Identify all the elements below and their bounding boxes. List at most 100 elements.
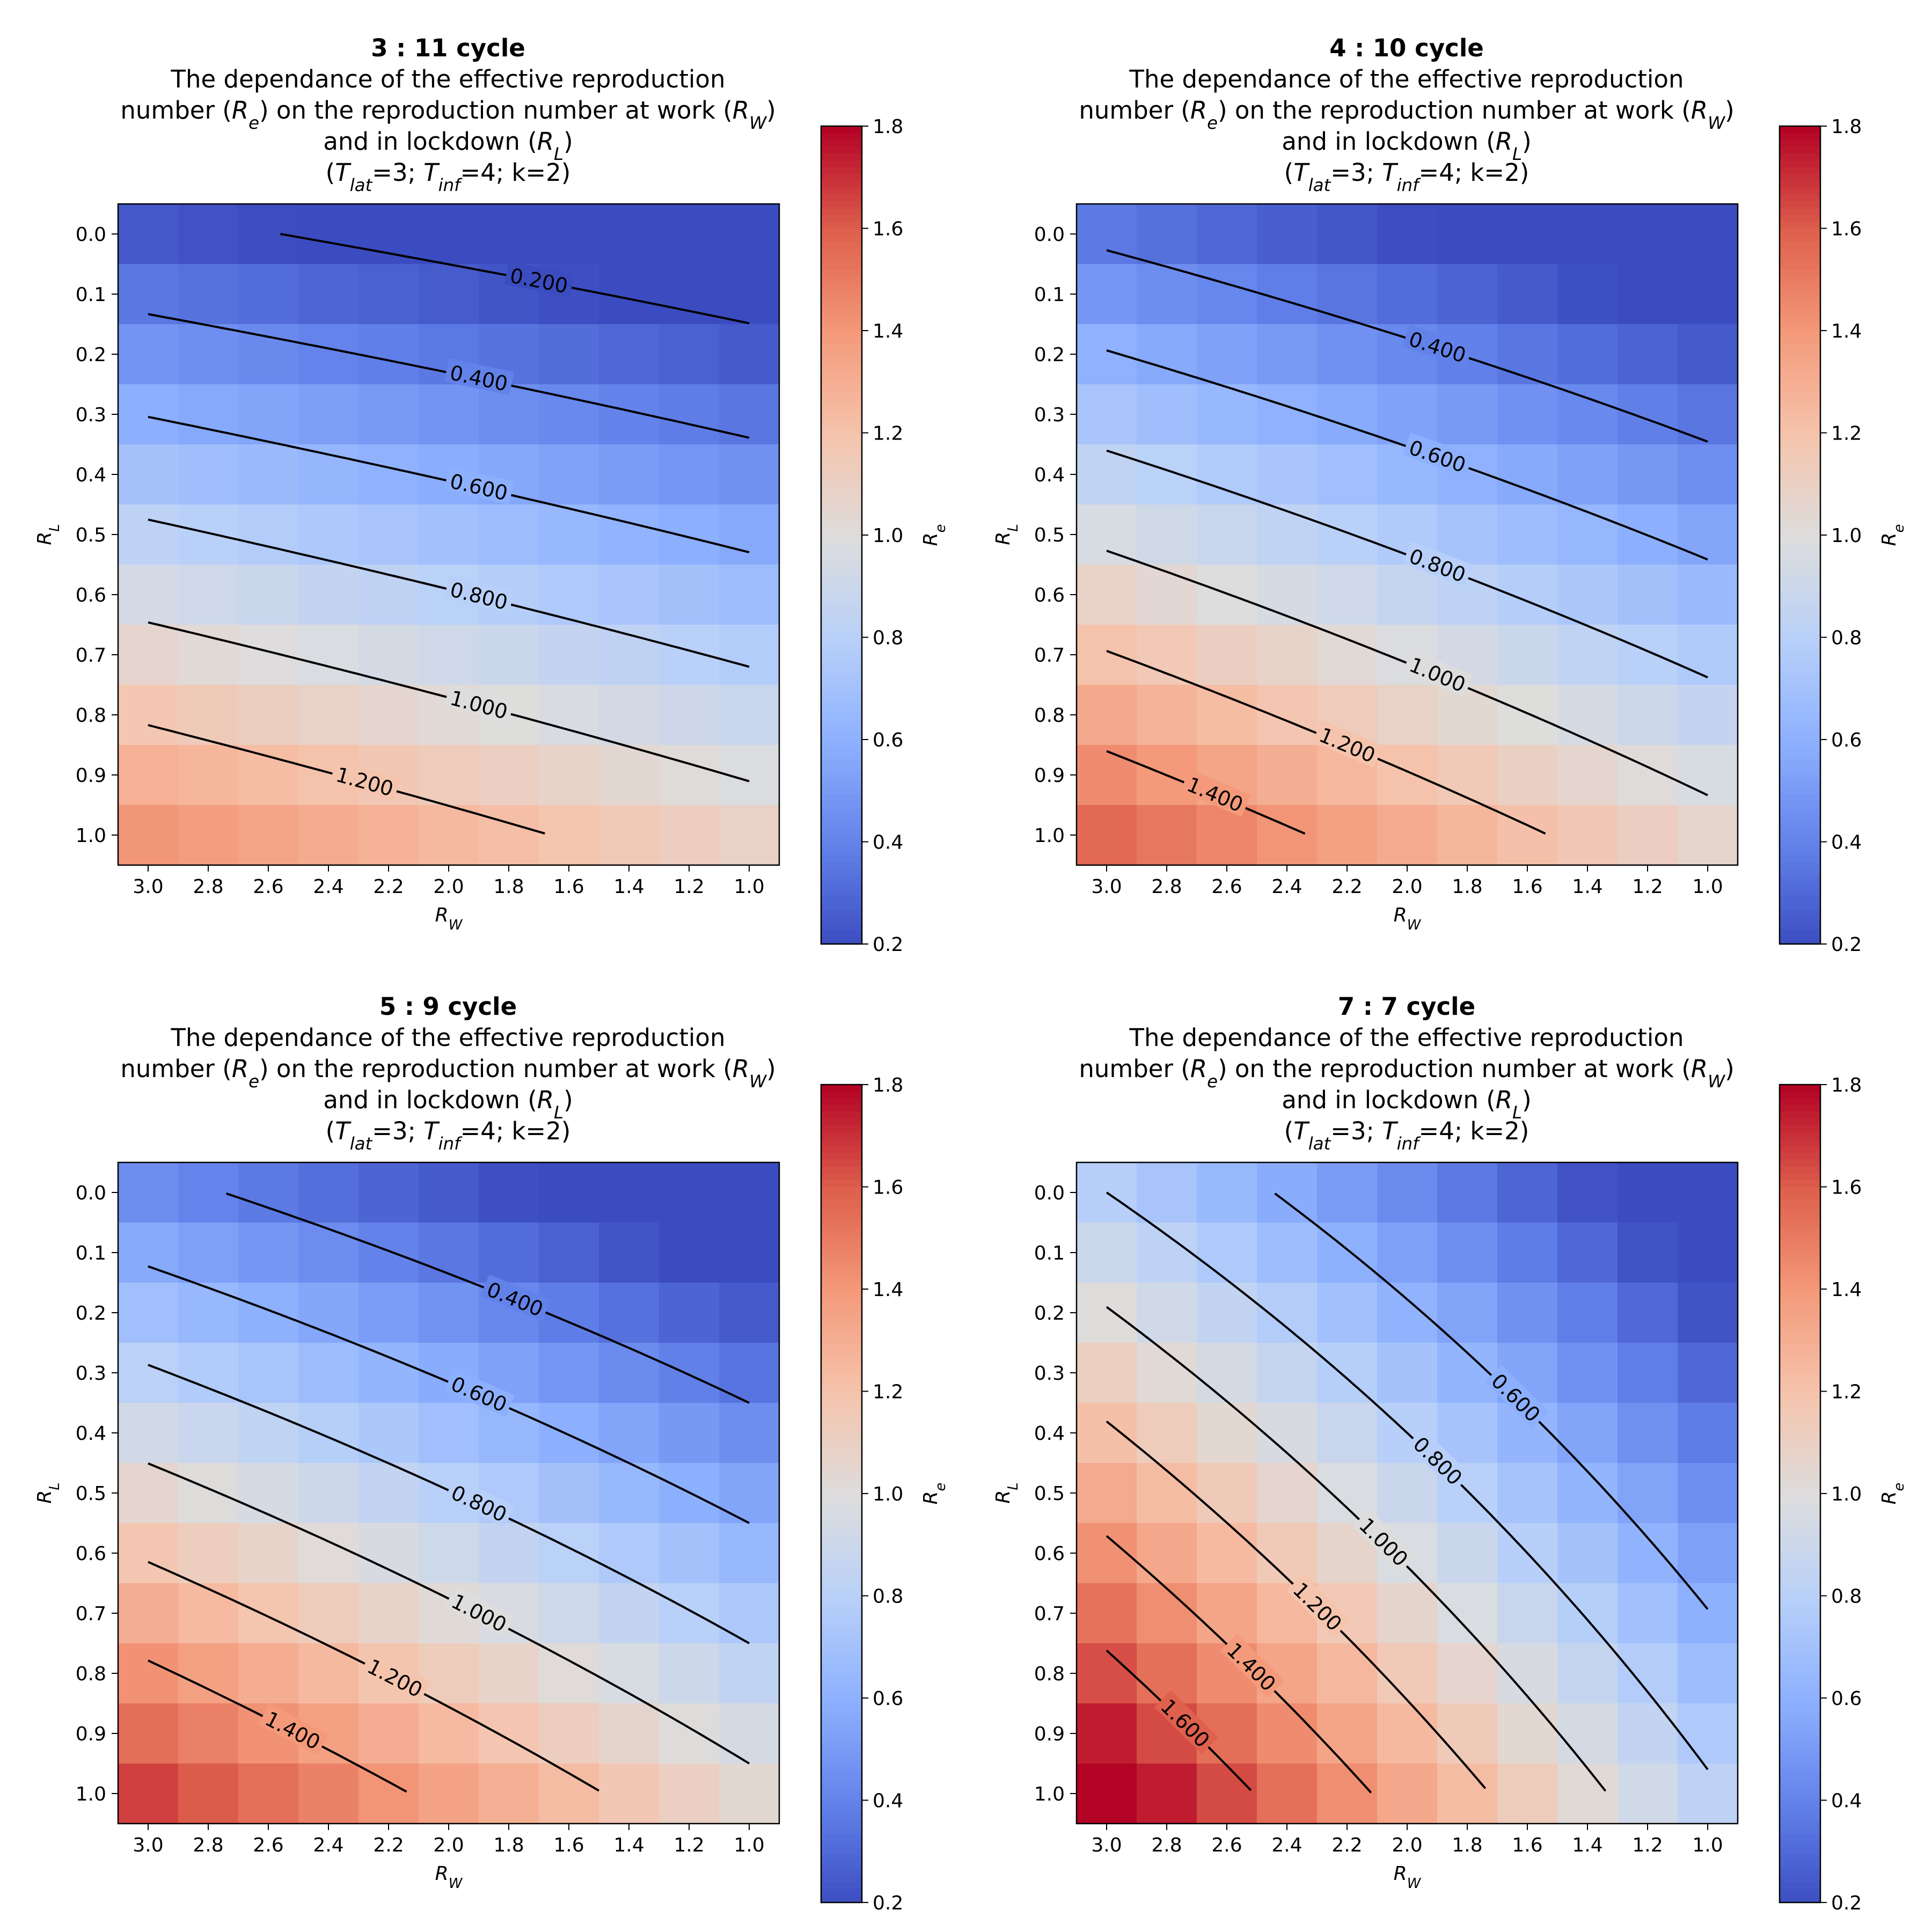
heatmap-cell	[1197, 1523, 1257, 1584]
heatmap-cell	[419, 625, 479, 685]
x-tick-label: 1.2	[674, 876, 704, 898]
colorbar-segment	[1780, 1425, 1820, 1433]
colorbar-segment	[1780, 1289, 1820, 1297]
colorbar-tick-label: 0.4	[873, 1790, 903, 1812]
y-tick-label: 0.8	[76, 1663, 106, 1685]
heatmap-cell	[1137, 1463, 1197, 1524]
heatmap-cell	[1197, 1403, 1257, 1463]
colorbar-segment	[821, 740, 862, 747]
heatmap-cell	[358, 1223, 419, 1283]
colorbar-segment	[1780, 1807, 1820, 1814]
colorbar-segment	[821, 1166, 862, 1174]
colorbar-segment	[1780, 1827, 1820, 1835]
colorbar-segment	[821, 562, 862, 570]
colorbar-segment	[1780, 357, 1820, 365]
heatmap-cell	[118, 264, 179, 325]
colorbar-segment	[1780, 1384, 1820, 1392]
colorbar-segment	[1780, 208, 1820, 215]
x-tick-label: 2.4	[1271, 876, 1302, 898]
colorbar-segment	[1780, 1153, 1820, 1160]
heatmap-cell	[719, 1523, 780, 1584]
colorbar-segment	[1780, 1275, 1820, 1283]
heatmap-cell	[238, 1283, 299, 1343]
colorbar-segment	[1780, 1371, 1820, 1378]
y-tick-label: 0.6	[76, 1543, 106, 1565]
heatmap-cell	[539, 1162, 599, 1223]
heatmap-cell	[1377, 805, 1438, 866]
y-tick-label: 0.0	[76, 1182, 106, 1204]
heatmap-cell	[1257, 625, 1318, 685]
colorbar-segment	[1780, 923, 1820, 931]
heatmap-cell	[238, 1583, 299, 1644]
heatmap-cell	[1497, 565, 1558, 625]
heatmap-cell	[358, 384, 419, 445]
colorbar-segment	[1780, 528, 1820, 536]
colorbar-segment	[1780, 712, 1820, 720]
heatmap-cell	[1377, 1162, 1438, 1223]
x-tick-label: 1.0	[734, 876, 764, 898]
heatmap-cell	[1257, 264, 1318, 325]
heatmap-cell	[118, 625, 179, 685]
heatmap-cell	[1317, 1403, 1378, 1463]
heatmap-cell	[1077, 324, 1137, 385]
colorbar-segment	[821, 1500, 862, 1508]
heatmap-cell	[1077, 745, 1137, 806]
colorbar-segment	[821, 1555, 862, 1562]
heatmap-cell	[238, 805, 299, 866]
colorbar-segment	[821, 1759, 862, 1767]
heatmap-cell	[1317, 324, 1378, 385]
colorbar-segment	[1780, 1882, 1820, 1890]
heatmap-cell	[599, 1343, 660, 1403]
heatmap-cell	[1077, 504, 1137, 565]
colorbar-segment	[821, 1813, 862, 1821]
colorbar-segment	[821, 1732, 862, 1739]
colorbar-segment	[821, 766, 862, 774]
colorbar-segment	[1780, 1555, 1820, 1562]
heatmap-cell	[118, 745, 179, 806]
colorbar-segment	[1780, 692, 1820, 699]
heatmap-cell	[1678, 565, 1738, 625]
colorbar-tick-label: 0.2	[873, 1892, 903, 1914]
colorbar-segment	[821, 317, 862, 325]
colorbar-segment	[821, 1459, 862, 1467]
heatmap-cell	[118, 204, 179, 265]
colorbar-segment	[821, 1309, 862, 1317]
heatmap-cell	[118, 1763, 179, 1824]
colorbar-segment	[821, 760, 862, 767]
y-tick-label: 0.2	[1034, 344, 1065, 366]
colorbar-segment	[821, 1173, 862, 1181]
colorbar-segment	[1780, 317, 1820, 325]
heatmap-cell	[118, 1162, 179, 1223]
colorbar-segment	[1780, 167, 1820, 174]
heatmap-cell	[659, 324, 720, 385]
heatmap-cell	[358, 204, 419, 265]
contour-line	[1106, 1306, 1607, 1792]
heatmap-cell	[1377, 1223, 1438, 1283]
heatmap-cell	[1257, 324, 1318, 385]
colorbar-segment	[1780, 1166, 1820, 1174]
heatmap-cell	[118, 444, 179, 505]
chart-title: 7 : 7 cycle	[1338, 992, 1475, 1021]
colorbar-tick-label: 1.4	[873, 320, 903, 342]
heatmap-cell	[659, 1643, 720, 1704]
colorbar-segment	[821, 644, 862, 652]
colorbar-segment	[821, 1466, 862, 1474]
colorbar-tick-label: 0.8	[1831, 1586, 1862, 1608]
contour-line	[1274, 1192, 1709, 1610]
colorbar-segment	[821, 1568, 862, 1576]
colorbar-segment	[1780, 637, 1820, 645]
heatmap-cell	[1257, 1283, 1318, 1343]
heatmap-cell	[599, 1162, 660, 1223]
colorbar-segment	[821, 528, 862, 536]
heatmap-cell	[1678, 1223, 1738, 1283]
colorbar-segment	[1780, 1616, 1820, 1624]
heatmap-cell	[1137, 384, 1197, 445]
x-tick-label: 3.0	[1091, 1834, 1122, 1856]
x-tick-label: 2.6	[1211, 876, 1242, 898]
x-tick-label: 1.8	[493, 876, 524, 898]
colorbar-segment	[821, 1616, 862, 1624]
x-tick-label: 2.2	[1331, 1834, 1362, 1856]
colorbar-segment	[821, 1207, 862, 1215]
colorbar-segment	[1780, 440, 1820, 447]
colorbar-segment	[1780, 1364, 1820, 1372]
